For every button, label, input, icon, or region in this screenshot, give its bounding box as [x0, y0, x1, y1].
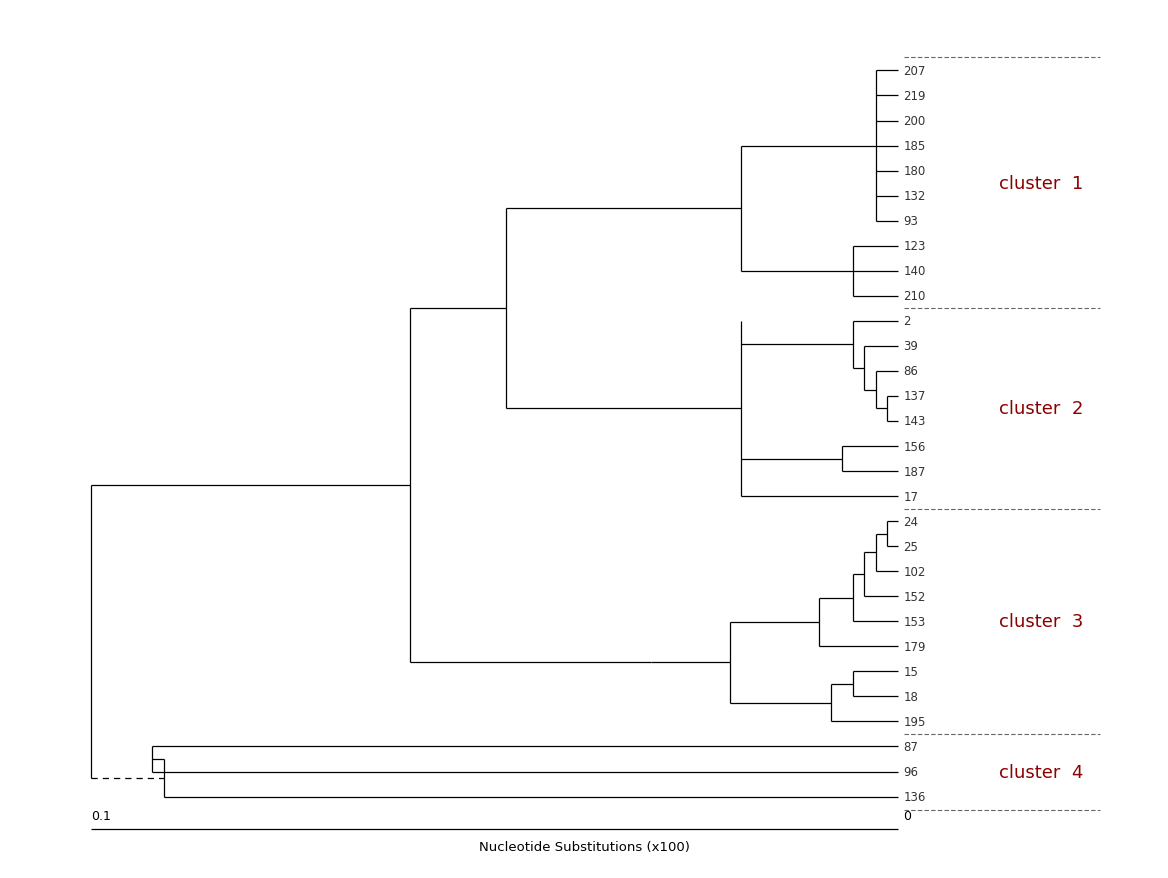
- Text: 102: 102: [904, 565, 926, 578]
- Text: 137: 137: [904, 390, 926, 403]
- Text: 136: 136: [904, 790, 926, 803]
- Text: 0.1: 0.1: [91, 809, 111, 822]
- Text: 87: 87: [904, 740, 918, 753]
- Text: 86: 86: [904, 365, 918, 378]
- Text: 185: 185: [904, 140, 926, 153]
- Text: Nucleotide Substitutions (x100): Nucleotide Substitutions (x100): [479, 840, 689, 853]
- Text: 152: 152: [904, 590, 926, 603]
- Text: 17: 17: [904, 490, 918, 503]
- Text: 187: 187: [904, 465, 926, 478]
- Text: 179: 179: [904, 640, 926, 653]
- Text: cluster  2: cluster 2: [999, 400, 1083, 418]
- Text: 93: 93: [904, 215, 918, 228]
- Text: 210: 210: [904, 290, 926, 303]
- Text: 180: 180: [904, 165, 926, 178]
- Text: 195: 195: [904, 715, 926, 728]
- Text: 143: 143: [904, 415, 926, 428]
- Text: 18: 18: [904, 690, 918, 703]
- Text: 0: 0: [904, 809, 911, 822]
- Text: cluster  4: cluster 4: [999, 763, 1083, 781]
- Text: cluster  3: cluster 3: [999, 613, 1083, 630]
- Text: 123: 123: [904, 240, 926, 253]
- Text: 132: 132: [904, 190, 926, 203]
- Text: cluster  1: cluster 1: [999, 175, 1083, 193]
- Text: 219: 219: [904, 90, 926, 103]
- Text: 96: 96: [904, 765, 918, 778]
- Text: 140: 140: [904, 265, 926, 278]
- Text: 24: 24: [904, 515, 918, 528]
- Text: 25: 25: [904, 540, 918, 553]
- Text: 156: 156: [904, 440, 926, 453]
- Text: 15: 15: [904, 666, 918, 678]
- Text: 200: 200: [904, 115, 926, 128]
- Text: 39: 39: [904, 340, 918, 353]
- Text: 207: 207: [904, 65, 926, 78]
- Text: 2: 2: [904, 315, 911, 328]
- Text: 153: 153: [904, 615, 926, 628]
